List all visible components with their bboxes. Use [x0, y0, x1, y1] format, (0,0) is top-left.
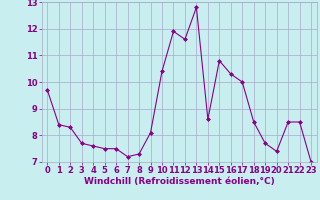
X-axis label: Windchill (Refroidissement éolien,°C): Windchill (Refroidissement éolien,°C)	[84, 177, 275, 186]
